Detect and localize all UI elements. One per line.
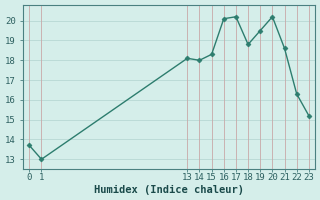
X-axis label: Humidex (Indice chaleur): Humidex (Indice chaleur) — [94, 185, 244, 195]
